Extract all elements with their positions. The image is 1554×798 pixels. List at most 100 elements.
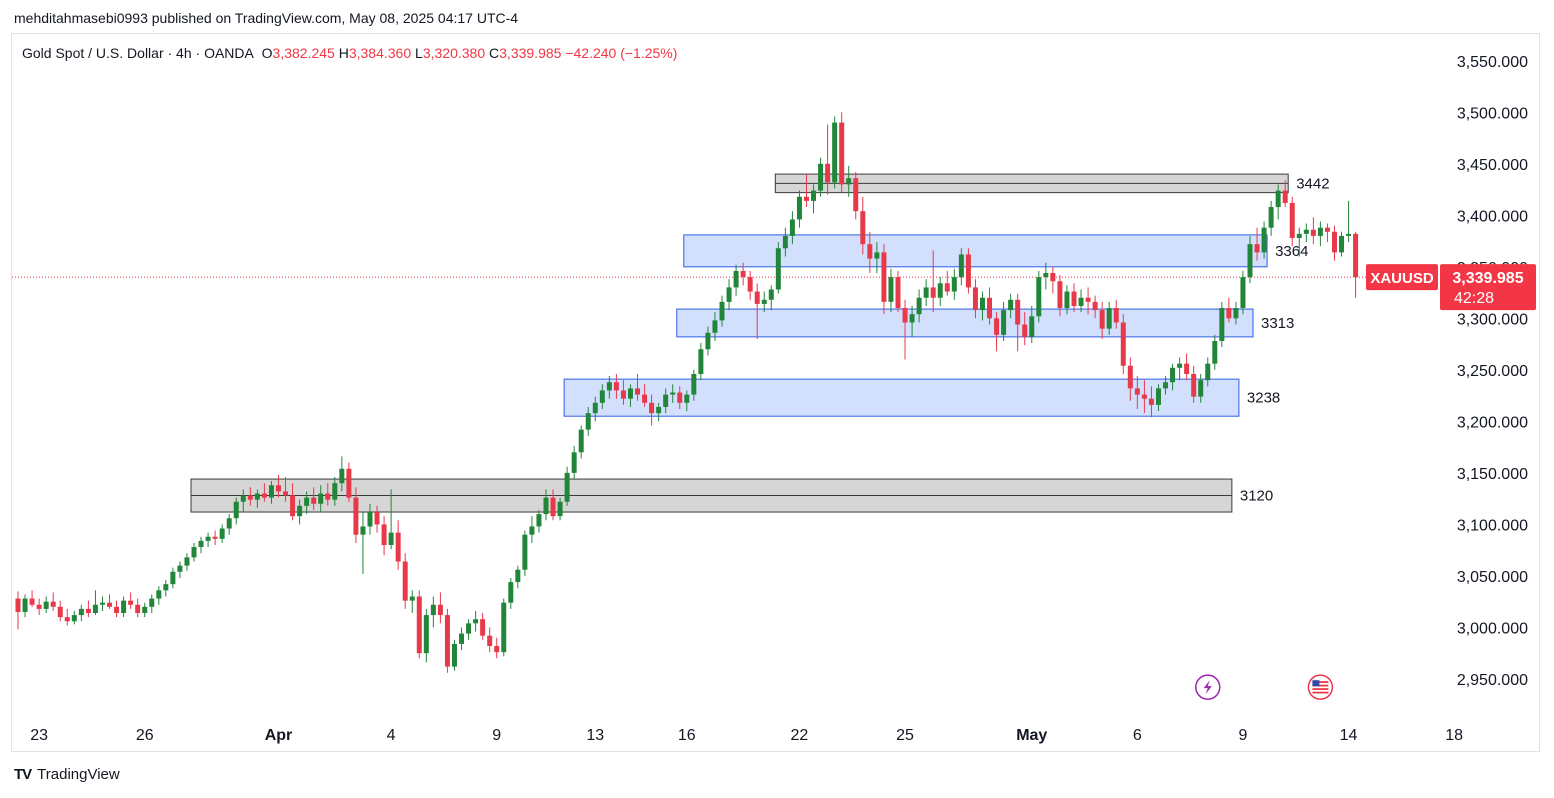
candle-body[interactable] xyxy=(1346,233,1352,236)
candle-body[interactable] xyxy=(437,604,443,616)
candle-body[interactable] xyxy=(1148,398,1154,405)
candle-body[interactable] xyxy=(381,524,387,545)
candle-body[interactable] xyxy=(508,582,514,603)
candle-body[interactable] xyxy=(881,252,887,302)
candle-body[interactable] xyxy=(649,402,655,414)
candle-body[interactable] xyxy=(909,314,915,323)
candle-body[interactable] xyxy=(304,497,310,506)
candle-body[interactable] xyxy=(958,254,964,278)
candle-body[interactable] xyxy=(36,604,42,609)
candle-body[interactable] xyxy=(578,429,584,453)
candle-body[interactable] xyxy=(402,561,408,601)
candle-body[interactable] xyxy=(1254,244,1260,253)
candle-body[interactable] xyxy=(1331,231,1337,253)
candle-body[interactable] xyxy=(466,623,472,634)
candle-body[interactable] xyxy=(775,248,781,290)
candle-body[interactable] xyxy=(254,493,260,500)
candle-body[interactable] xyxy=(78,608,84,616)
candle-body[interactable] xyxy=(318,493,324,504)
candle-body[interactable] xyxy=(825,163,831,183)
candle-body[interactable] xyxy=(1317,227,1323,236)
candle-body[interactable] xyxy=(459,633,465,644)
candle-body[interactable] xyxy=(1029,316,1035,337)
candle-body[interactable] xyxy=(761,299,767,304)
candle-body[interactable] xyxy=(1064,291,1070,309)
candle-body[interactable] xyxy=(1120,322,1126,366)
candle-body[interactable] xyxy=(1296,233,1302,238)
candle-body[interactable] xyxy=(1001,310,1007,335)
candle-body[interactable] xyxy=(1198,380,1204,397)
candle-body[interactable] xyxy=(860,211,866,245)
candle-body[interactable] xyxy=(888,277,894,302)
candle-body[interactable] xyxy=(1282,190,1288,203)
candle-body[interactable] xyxy=(1050,273,1056,282)
candle-body[interactable] xyxy=(1015,299,1021,325)
candle-body[interactable] xyxy=(726,287,732,302)
candle-body[interactable] xyxy=(923,287,929,298)
candle-body[interactable] xyxy=(1092,301,1098,311)
candle-body[interactable] xyxy=(951,277,957,292)
candle-body[interactable] xyxy=(994,318,1000,335)
candle-body[interactable] xyxy=(212,536,218,539)
candle-body[interactable] xyxy=(297,505,303,517)
candle-body[interactable] xyxy=(205,536,211,541)
candle-body[interactable] xyxy=(895,277,901,309)
tradingview-logo[interactable]: TV TradingView xyxy=(14,766,120,783)
candle-body[interactable] xyxy=(789,219,795,236)
candle-body[interactable] xyxy=(1085,297,1091,302)
candle-body[interactable] xyxy=(128,600,134,605)
candle-body[interactable] xyxy=(592,402,598,414)
candle-body[interactable] xyxy=(261,493,267,498)
candle-body[interactable] xyxy=(163,584,169,591)
candle-body[interactable] xyxy=(642,394,648,403)
candle-body[interactable] xyxy=(367,512,373,527)
candle-body[interactable] xyxy=(226,518,232,529)
candle-body[interactable] xyxy=(332,483,338,500)
candle-body[interactable] xyxy=(867,244,873,259)
candle-body[interactable] xyxy=(677,392,683,403)
candle-body[interactable] xyxy=(1247,244,1253,278)
candle-body[interactable] xyxy=(874,252,880,259)
candle-body[interactable] xyxy=(965,254,971,288)
candle-body[interactable] xyxy=(663,394,669,407)
candle-body[interactable] xyxy=(451,643,457,667)
candle-body[interactable] xyxy=(1275,190,1281,208)
candle-body[interactable] xyxy=(275,485,281,492)
candle-body[interactable] xyxy=(22,598,28,612)
candle-body[interactable] xyxy=(1170,367,1176,383)
candle-body[interactable] xyxy=(564,472,570,502)
candle-body[interactable] xyxy=(747,277,753,292)
candle-body[interactable] xyxy=(416,596,422,654)
candle-body[interactable] xyxy=(536,514,542,527)
candle-body[interactable] xyxy=(1289,202,1295,238)
candle-body[interactable] xyxy=(423,615,429,654)
candle-body[interactable] xyxy=(620,390,626,399)
candle-body[interactable] xyxy=(1212,341,1218,364)
candle-body[interactable] xyxy=(135,604,141,613)
candle-body[interactable] xyxy=(1127,365,1133,389)
candle-body[interactable] xyxy=(29,598,35,605)
price-tag[interactable] xyxy=(1440,264,1536,311)
candle-body[interactable] xyxy=(944,283,950,292)
us-flag-icon[interactable] xyxy=(1307,674,1334,700)
candle-body[interactable] xyxy=(15,598,21,612)
candle-body[interactable] xyxy=(268,485,274,498)
symbol-name[interactable]: Gold Spot / U.S. Dollar · 4h · OANDA xyxy=(22,45,254,61)
candle-body[interactable] xyxy=(571,452,577,473)
candle-body[interactable] xyxy=(1268,207,1274,228)
candle-body[interactable] xyxy=(1106,308,1112,329)
candle-body[interactable] xyxy=(705,332,711,350)
candle-body[interactable] xyxy=(409,596,415,601)
candle-body[interactable] xyxy=(1324,227,1330,232)
candle-body[interactable] xyxy=(191,547,197,558)
candle-body[interactable] xyxy=(1036,277,1042,317)
candle-body[interactable] xyxy=(1022,324,1028,337)
candle-body[interactable] xyxy=(782,235,788,249)
candle-body[interactable] xyxy=(198,540,204,548)
candle-body[interactable] xyxy=(170,571,176,585)
candle-body[interactable] xyxy=(1113,308,1119,323)
candle-body[interactable] xyxy=(972,287,978,311)
ticker-tag[interactable] xyxy=(1366,264,1438,291)
candle-body[interactable] xyxy=(283,491,289,496)
